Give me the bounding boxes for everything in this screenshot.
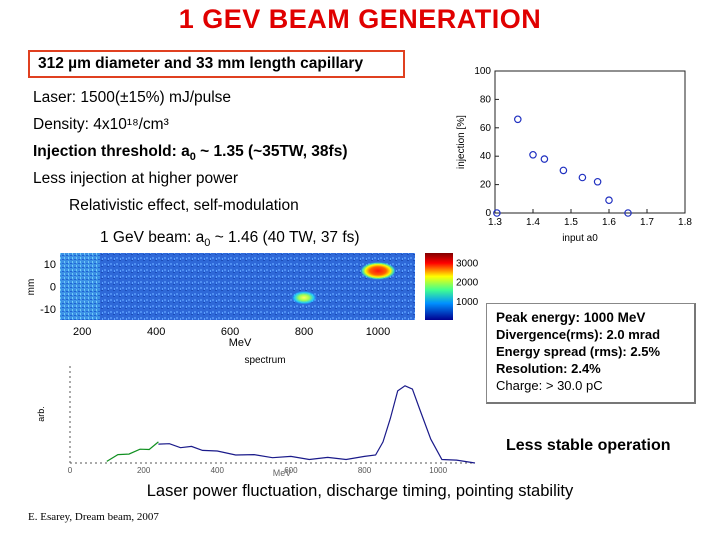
results-box: Peak energy: 1000 MeV Divergence(rms): 2… <box>486 303 696 404</box>
injection-x-tick-label: 1.6 <box>602 217 616 228</box>
beam-label-value: ~ 1.46 (40 TW, 37 fs) <box>210 229 360 246</box>
credit-line: E. Esarey, Dream beam, 2007 <box>28 511 159 523</box>
injection-y-tick-label: 100 <box>474 66 491 77</box>
heatmap-x-tick-label: 1000 <box>366 326 390 338</box>
heatmap-y-axis-label: mm <box>26 279 37 296</box>
heatmap-y-tick-label: -10 <box>40 304 56 316</box>
spectrum-x-tick-label: 200 <box>137 466 151 475</box>
injection-x-tick-label: 1.3 <box>488 217 502 228</box>
heatmap-background <box>60 253 415 320</box>
injection-x-tick-label: 1.5 <box>564 217 578 228</box>
spectrum-series-line <box>158 385 476 464</box>
injection-y-tick-label: 0 <box>485 208 491 219</box>
colorbar-tick-label: 2000 <box>456 278 479 289</box>
spectrum-x-tick-label: 400 <box>211 466 225 475</box>
resolution: Resolution: 2.4% <box>496 361 601 376</box>
injection-data-point <box>578 173 587 182</box>
heatmap-x-tick-label: 800 <box>295 326 313 338</box>
energy-spread: Energy spread (rms): 2.5% <box>496 344 661 359</box>
injection-data-point <box>529 150 537 159</box>
injection-plot-frame <box>494 70 686 214</box>
colorbar-tick-label: 1000 <box>456 297 479 308</box>
heatmap-x-tick-label: 200 <box>73 326 91 338</box>
injection-y-tick-label: 60 <box>480 123 492 134</box>
injection-threshold-value: ~ 1.35 (~35TW, 38fs) <box>195 143 348 160</box>
injection-data-point <box>605 196 613 205</box>
divergence: Divergence(rms): 2.0 mrad <box>496 327 661 342</box>
spectrum-x-tick-label: 1000 <box>429 466 447 475</box>
spectrum-title: spectrum <box>244 355 285 366</box>
heatmap-x-axis-label: MeV <box>229 337 252 349</box>
injection-threshold-bullet: Injection threshold: a0 ~ 1.35 (~35TW, 3… <box>33 143 348 163</box>
injection-data-point <box>593 177 602 186</box>
capillary-spec-box: 312 µm diameter and 33 mm length capilla… <box>28 50 405 78</box>
beam-label: 1 GeV beam: a0 ~ 1.46 (40 TW, 37 fs) <box>100 229 360 249</box>
injection-data-point <box>514 115 522 124</box>
peak-energy: Peak energy: 1000 MeV <box>496 310 646 325</box>
relativistic-bullet: Relativistic effect, self-modulation <box>69 197 299 214</box>
injection-y-axis-label: injection [%] <box>456 115 467 169</box>
heatmap-beam-spot <box>360 261 397 280</box>
colorbar-tick-label: 3000 <box>456 259 479 270</box>
beam-label-text: 1 GeV beam: a <box>100 229 205 246</box>
spectrum-y-axis-label: arb. <box>36 406 46 422</box>
spectrum-chart: spectrum 0 200 400 600 800 1000 arb. MeV <box>36 355 476 478</box>
spectrum-x-tick-label: 600 <box>284 466 298 475</box>
injection-x-tick-label: 1.7 <box>640 217 654 228</box>
laser-bullet: Laser: 1500(±15%) mJ/pulse <box>33 89 232 106</box>
beam-label-subscript: 0 <box>204 237 211 250</box>
heatmap-noise-region <box>60 253 100 320</box>
injection-x-axis-label: input a0 <box>562 233 598 244</box>
fluctuation-text: Laser power fluctuation, discharge timin… <box>146 482 574 500</box>
heatmap-y-tick-label: 0 <box>50 282 56 294</box>
slide-title: 1 GEV BEAM GENERATION <box>178 4 542 34</box>
less-stable-label: Less stable operation <box>506 437 671 454</box>
injection-data-point <box>559 166 568 175</box>
heatmap-x-tick-label: 600 <box>221 326 239 338</box>
heatmap-y-tick-label: 10 <box>44 259 56 271</box>
injection-threshold-subscript: 0 <box>189 151 196 164</box>
less-injection-bullet: Less injection at higher power <box>33 170 239 187</box>
injection-y-tick-label: 40 <box>480 151 492 162</box>
injection-data-point <box>540 155 549 163</box>
spectrum-x-axis-label: MeV <box>273 468 292 478</box>
injection-threshold-text: Injection threshold: a <box>33 143 190 160</box>
heatmap-beam-spot <box>291 290 318 305</box>
density-bullet: Density: 4x10¹⁸/cm³ <box>33 116 169 133</box>
spectrum-x-tick-label: 0 <box>68 466 73 475</box>
charge: Charge: > 30.0 pC <box>496 378 603 393</box>
beam-heatmap-chart: 200 400 600 800 1000 10 0 -10 3000 2000 1000 mm M… <box>26 253 479 349</box>
heatmap-x-tick-label: 400 <box>147 326 165 338</box>
injection-y-tick-label: 80 <box>480 94 492 105</box>
heatmap-colorbar <box>425 253 453 320</box>
injection-x-tick-label: 1.8 <box>678 217 692 228</box>
spectrum-x-tick-label: 800 <box>358 466 372 475</box>
injection-x-tick-label: 1.4 <box>526 217 540 228</box>
injection-data-point <box>493 209 501 217</box>
spectrum-series-line <box>106 441 159 462</box>
injection-data-point <box>624 209 632 217</box>
injection-y-tick-label: 20 <box>480 180 492 191</box>
